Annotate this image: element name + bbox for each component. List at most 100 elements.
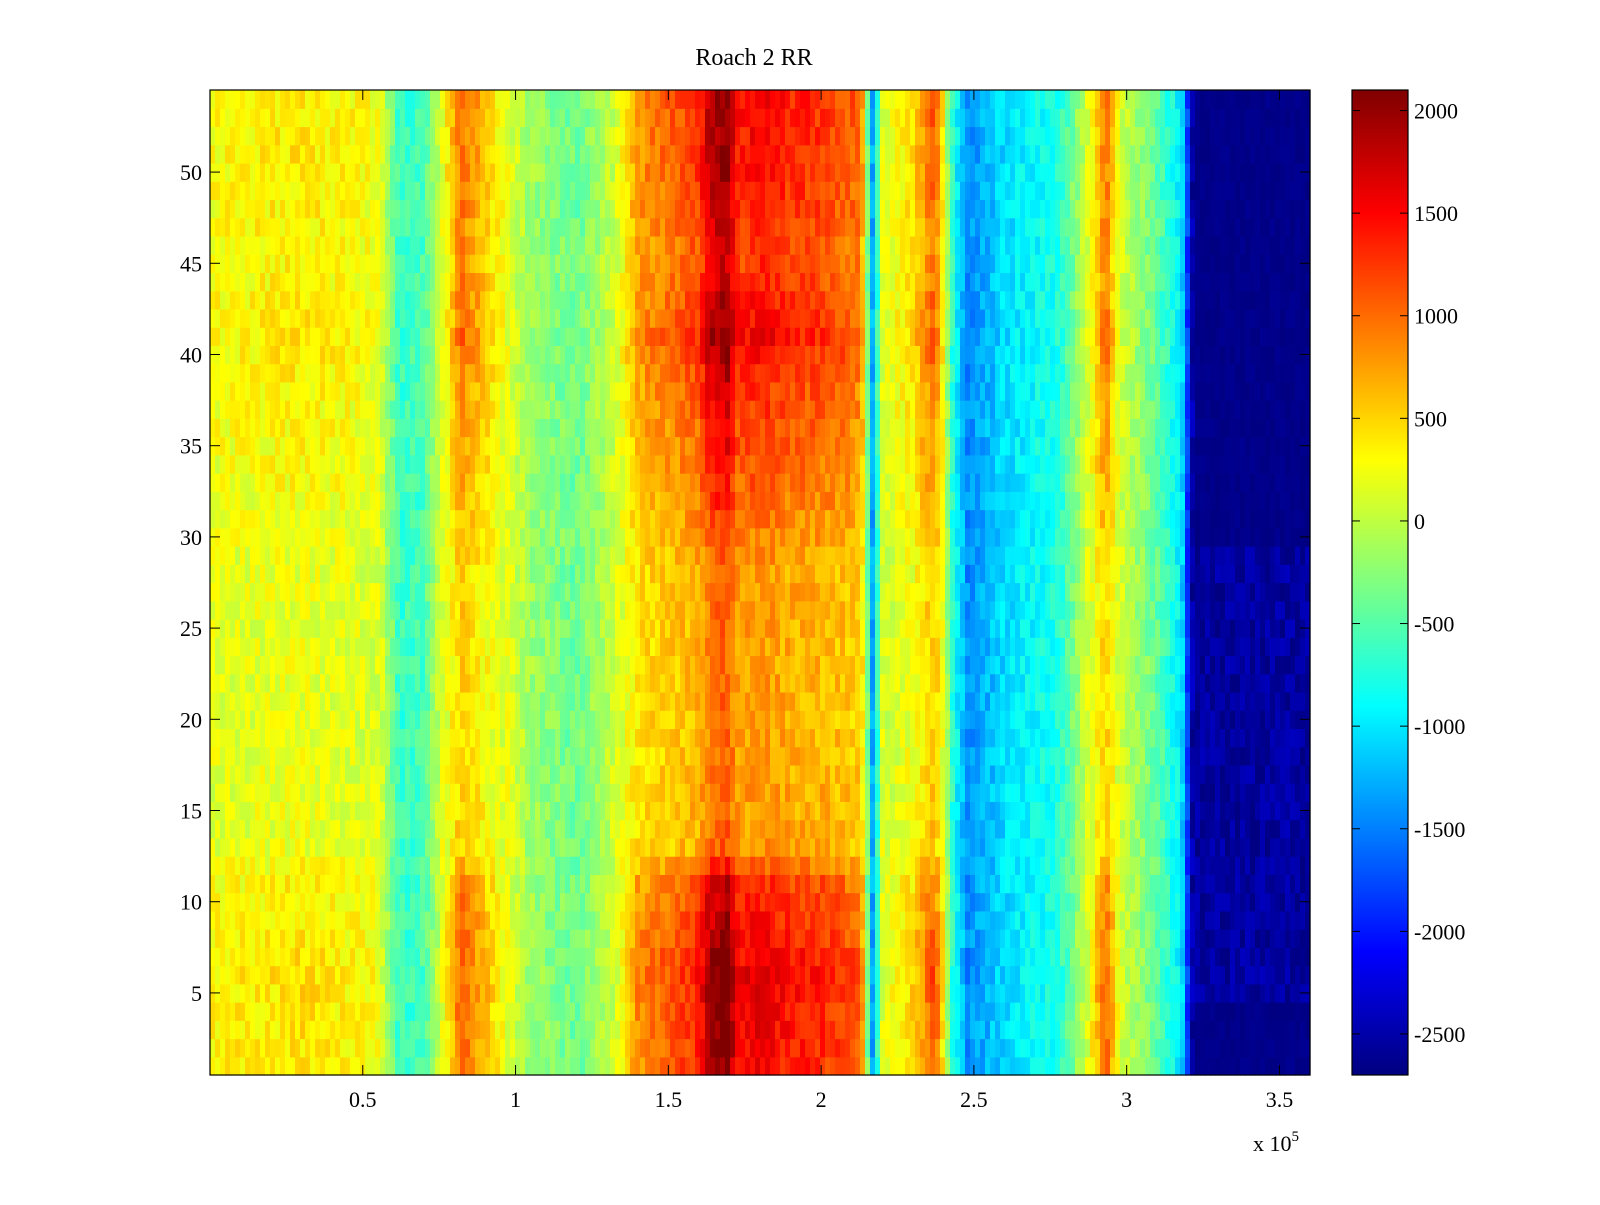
heatmap-cell	[700, 764, 706, 784]
heatmap-cell	[1015, 837, 1021, 857]
heatmap-cell	[1160, 965, 1166, 985]
heatmap-cell	[595, 801, 601, 821]
heatmap-cell	[860, 673, 866, 693]
heatmap-cell	[1075, 874, 1081, 894]
heatmap-cell	[1000, 874, 1006, 894]
heatmap-cell	[715, 783, 721, 802]
heatmap-cell	[1265, 929, 1271, 948]
heatmap-cell	[715, 655, 721, 675]
heatmap-cell	[1175, 983, 1181, 1003]
heatmap-cell	[370, 746, 376, 766]
heatmap-cell	[405, 710, 411, 730]
heatmap-cell	[700, 710, 706, 730]
heatmap-cell	[1245, 856, 1251, 875]
heatmap-cell	[1010, 1056, 1016, 1076]
heatmap-cell	[825, 1056, 831, 1076]
heatmap-cell	[1020, 764, 1026, 784]
heatmap-cell	[830, 1038, 836, 1058]
heatmap-cell	[1195, 801, 1201, 821]
heatmap-cell	[665, 965, 671, 985]
heatmap-cell	[1290, 856, 1296, 875]
heatmap-cell	[1150, 1002, 1156, 1021]
heatmap-cell	[920, 856, 926, 875]
heatmap-cell	[220, 1020, 226, 1040]
heatmap-cell	[495, 728, 501, 748]
heatmap-cell	[570, 1038, 576, 1058]
heatmap-cell	[530, 965, 536, 985]
heatmap-cell	[1250, 1038, 1256, 1058]
heatmap-cell	[240, 837, 246, 857]
heatmap-cell	[425, 1056, 431, 1076]
heatmap-cell	[260, 1038, 266, 1058]
heatmap-cell	[475, 837, 481, 857]
heatmap-cell	[770, 655, 776, 675]
heatmap-cell	[805, 746, 811, 766]
heatmap-cell	[555, 947, 561, 967]
heatmap-cell	[1185, 710, 1191, 730]
heatmap-cell	[220, 746, 226, 766]
heatmap-cell	[880, 819, 886, 839]
heatmap-cell	[455, 764, 461, 784]
heatmap-cell	[1280, 837, 1286, 857]
heatmap-cell	[1085, 892, 1091, 912]
heatmap-cell	[850, 874, 856, 894]
heatmap-cell	[480, 856, 486, 875]
heatmap-cell	[690, 819, 696, 839]
heatmap-cell	[370, 892, 376, 912]
heatmap-cell	[360, 1002, 366, 1021]
heatmap-cell	[520, 856, 526, 875]
heatmap-cell	[485, 819, 491, 839]
heatmap-cell	[275, 1056, 281, 1076]
heatmap-cell	[290, 655, 296, 675]
heatmap-cell	[665, 764, 671, 784]
heatmap-cell	[235, 746, 241, 766]
heatmap-cell	[735, 746, 741, 766]
heatmap-cell	[940, 1002, 946, 1021]
heatmap-cell	[590, 947, 596, 967]
heatmap-cell	[410, 1056, 416, 1076]
heatmap-cell	[775, 655, 781, 675]
heatmap-cell	[330, 673, 336, 693]
heatmap-cell	[310, 728, 316, 748]
heatmap-cell	[265, 929, 271, 948]
heatmap-cell	[1040, 1038, 1046, 1058]
heatmap-cell	[1205, 819, 1211, 839]
heatmap-cell	[810, 710, 816, 730]
heatmap-cell	[1170, 929, 1176, 948]
heatmap-cell	[1080, 728, 1086, 748]
heatmap-cell	[220, 1002, 226, 1021]
heatmap-cell	[375, 856, 381, 875]
heatmap-cell	[1285, 874, 1291, 894]
heatmap-cell	[800, 746, 806, 766]
heatmap-cell	[1070, 801, 1076, 821]
heatmap-cell	[1075, 673, 1081, 693]
heatmap-cell	[235, 801, 241, 821]
heatmap-cell	[430, 764, 436, 784]
heatmap-cell	[580, 892, 586, 912]
heatmap-cell	[565, 1020, 571, 1040]
heatmap-cell	[415, 947, 421, 967]
heatmap-cell	[570, 710, 576, 730]
heatmap-cell	[525, 1002, 531, 1021]
heatmap-cell	[505, 1020, 511, 1040]
heatmap-cell	[1210, 1020, 1216, 1040]
heatmap-cell	[535, 728, 541, 748]
heatmap-cell	[555, 1056, 561, 1076]
heatmap-cell	[670, 892, 676, 912]
heatmap-cell	[465, 983, 471, 1003]
heatmap-cell	[635, 673, 641, 693]
heatmap-cell	[675, 910, 681, 930]
heatmap-cell	[730, 764, 736, 784]
heatmap-cell	[320, 929, 326, 948]
heatmap-cell	[610, 1056, 616, 1076]
heatmap-cell	[1025, 691, 1031, 711]
heatmap-cell	[1205, 673, 1211, 693]
heatmap-cell	[1225, 691, 1231, 711]
heatmap-cell	[385, 728, 391, 748]
heatmap-cell	[980, 929, 986, 948]
heatmap-cell	[525, 983, 531, 1003]
heatmap-cell	[290, 983, 296, 1003]
heatmap-cell	[1125, 1056, 1131, 1076]
heatmap-cell	[240, 929, 246, 948]
heatmap-cell	[325, 856, 331, 875]
